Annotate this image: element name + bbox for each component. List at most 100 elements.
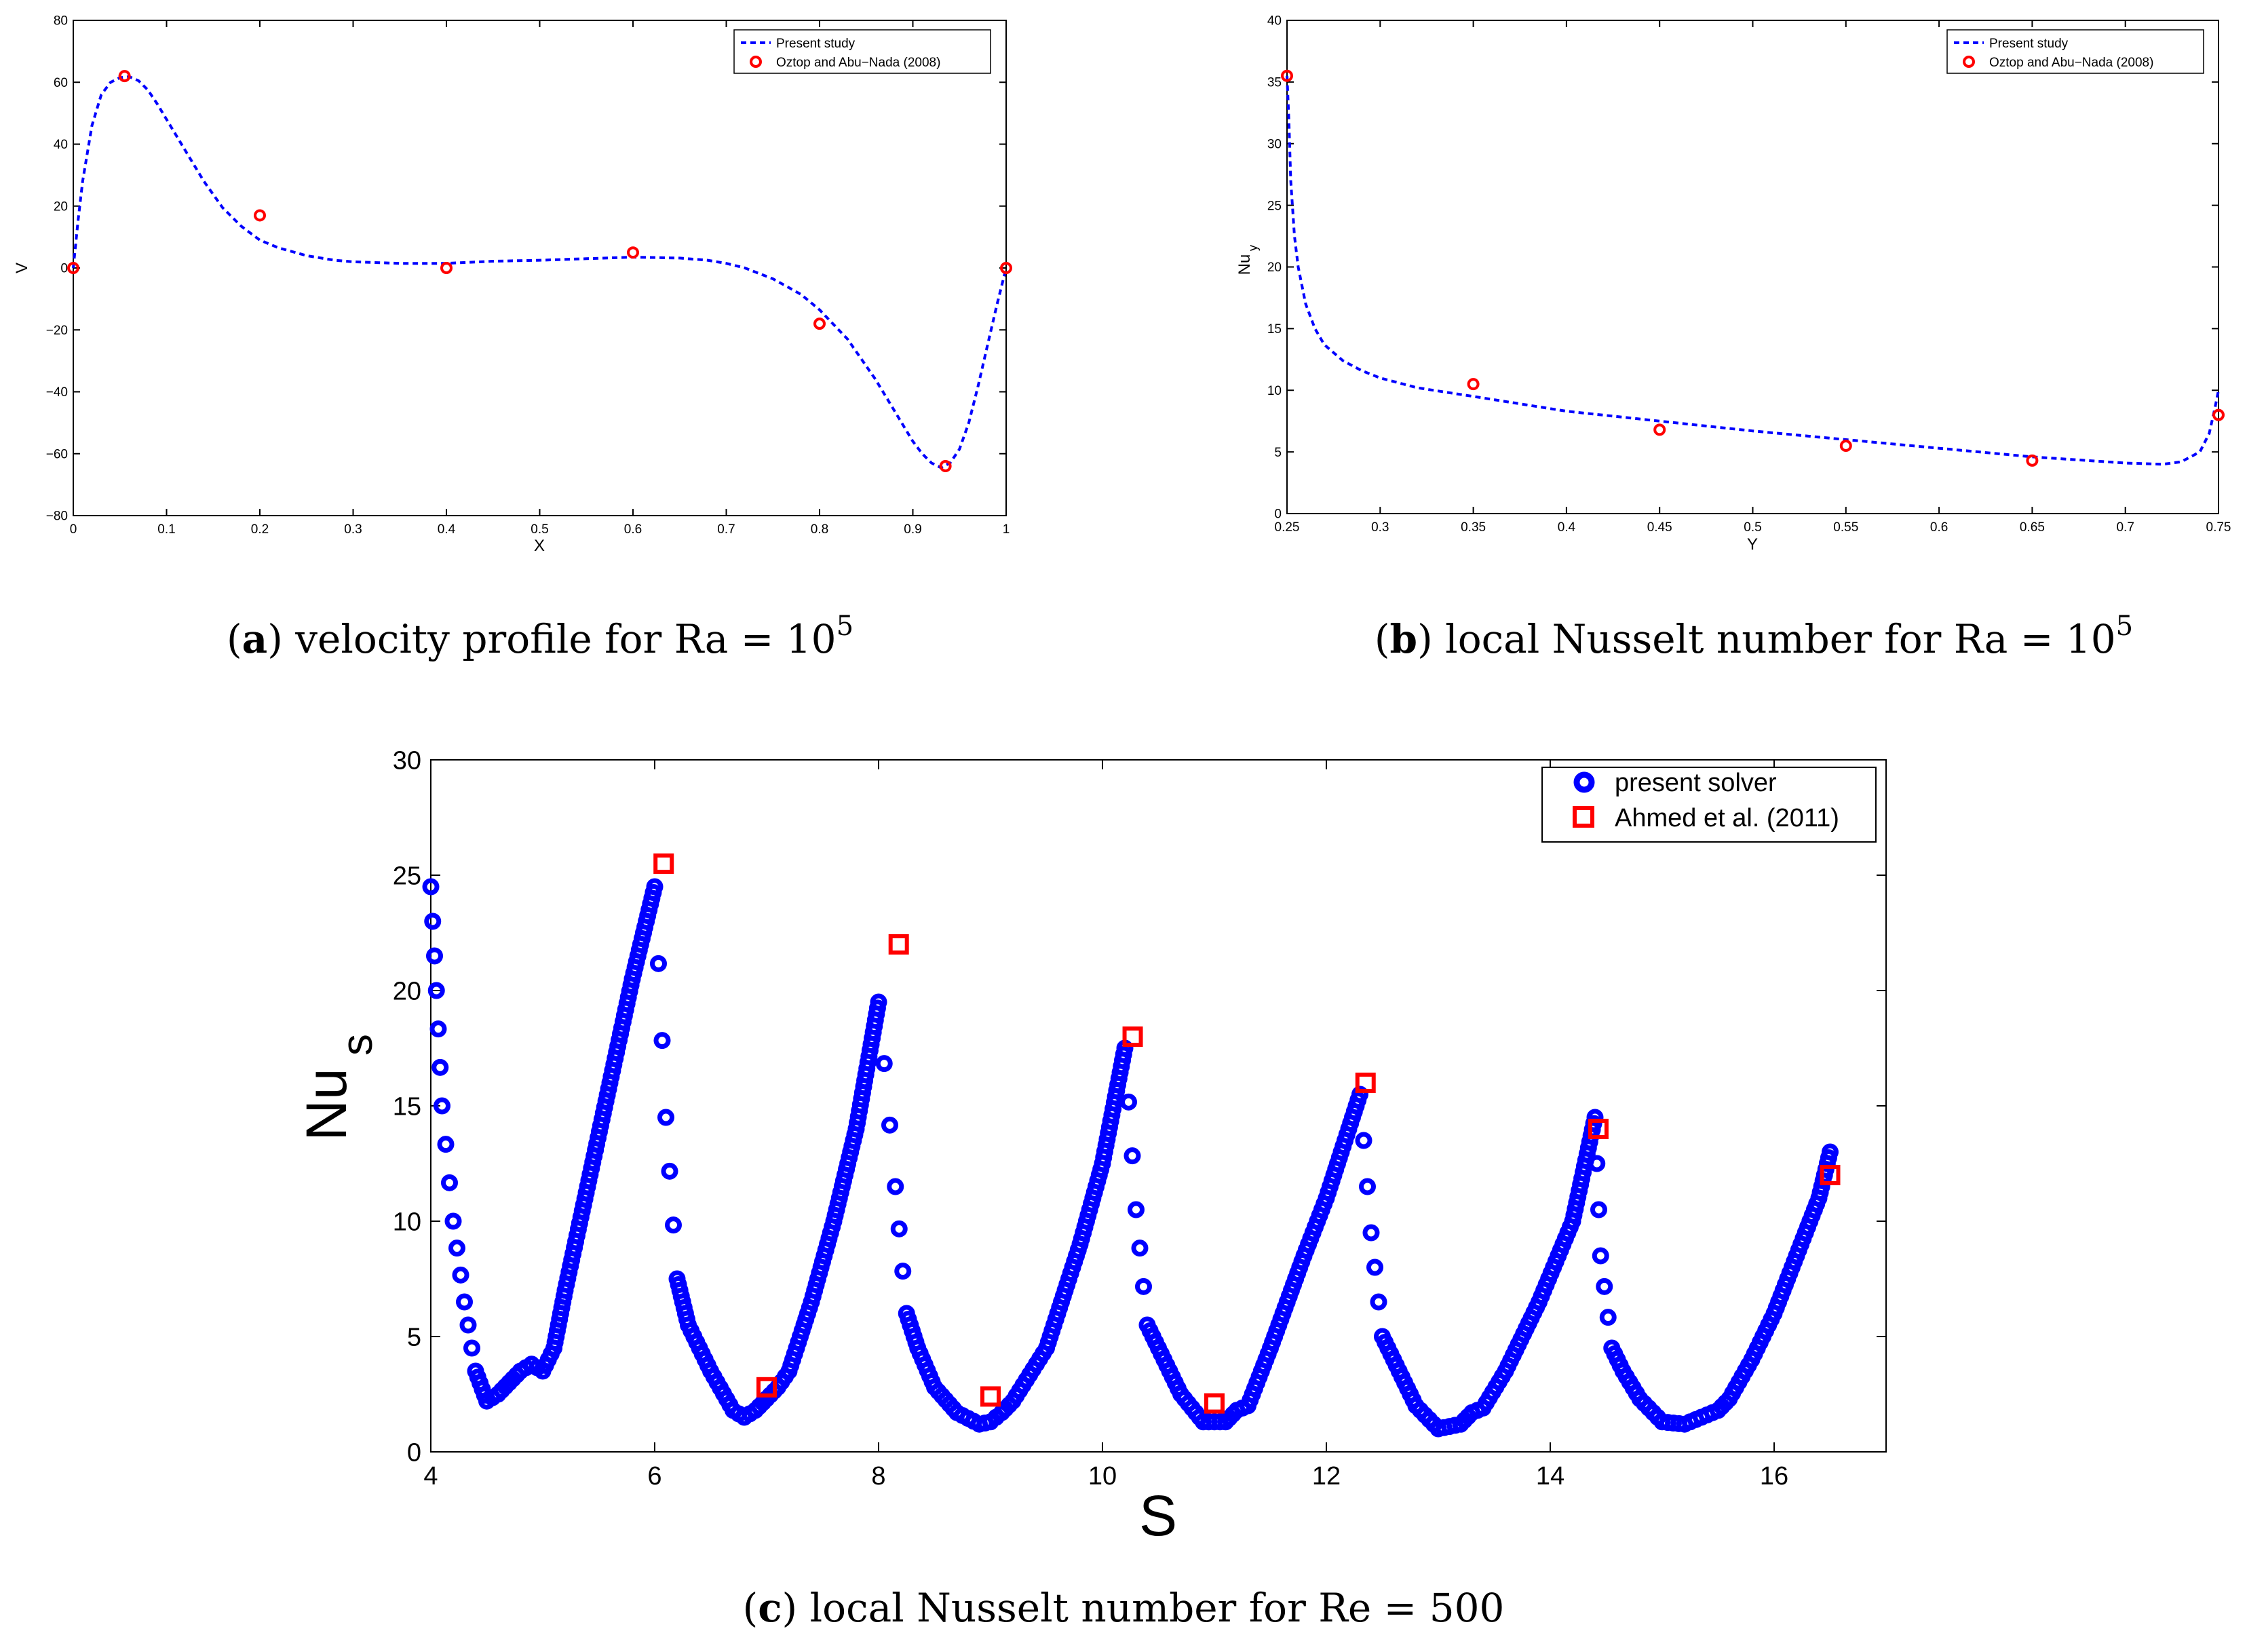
panel-c-ref-point-6	[1355, 1073, 1376, 1093]
caption-a: (a) velocity profile for Ra = 105	[227, 611, 853, 662]
panel-b-legend: Present study Oztop and Abu−Nada (2008)	[1946, 29, 2204, 74]
panel-b-ref-point-2	[1653, 423, 1666, 436]
panel-c-legend-box	[1541, 767, 1877, 843]
panel-c-ref-point-1	[756, 1377, 777, 1398]
panel-c-ytick-label-6: 30	[393, 746, 421, 775]
panel-c-legend-label-1: Ahmed et al. (2011)	[1615, 804, 1839, 832]
panel-a-ref-point-2	[254, 209, 266, 222]
panel-a-xtick-label-4: 0.4	[438, 522, 456, 537]
panel-b-plot-area	[1286, 20, 2219, 514]
panel-c-solver-point-3	[444, 1212, 462, 1230]
panel-a-xtick-label-7: 0.7	[717, 522, 735, 537]
panel-c-xlabel: S	[1139, 1484, 1177, 1548]
panel-c-ref-point-2	[888, 934, 909, 955]
panel-c-solver-point-57	[1362, 1224, 1380, 1242]
panel-a-ref-point-3	[440, 262, 453, 274]
panel-c-ref-point-4	[1122, 1026, 1143, 1047]
panel-c-ytick-label-4: 20	[393, 977, 421, 1005]
panel-b-xtick-label-6: 0.55	[1833, 520, 1858, 535]
panel-c-xtick-label-3: 10	[1088, 1462, 1117, 1491]
panel-a-xtick-label-3: 0.3	[344, 522, 362, 537]
panel-b-xtick-label-3: 0.4	[1558, 520, 1576, 535]
panel-c-ytick-label-3: 15	[393, 1092, 421, 1121]
panel-c-solver-point-interp	[1590, 1201, 1607, 1218]
panel-b-legend-label-1: Oztop and Abu−Nada (2008)	[1989, 56, 2153, 70]
panel-b-ylabel-group: Nu y	[1235, 245, 1260, 275]
panel-a-legend-box	[733, 29, 991, 74]
panel-c-solver-point-interp	[665, 1216, 682, 1234]
panel-a-ytick-label-0: −80	[46, 510, 68, 524]
panel-a-ytick-label-4: 0	[60, 262, 68, 276]
panel-a-xtick-label-9: 0.9	[904, 522, 921, 537]
panel-a-xtick-label-6: 0.6	[624, 522, 642, 537]
panel-c-legend-marker-0	[1573, 771, 1595, 793]
panel-c-solver-point-interp	[424, 913, 442, 930]
panel-c-solver-point-interp	[463, 1339, 480, 1357]
panel-c-solver-point-56	[1351, 1086, 1368, 1103]
panel-b-xlabel: Y	[1747, 535, 1758, 554]
panel-b-ref-point-4	[2026, 454, 2039, 467]
panel-b: 0.25 0.3 0.35 0.4 0.45 0.5 0.55 0.6 0.65 0.7 0.75 0…	[1235, 14, 2231, 554]
caption-c-open: (	[743, 1585, 758, 1631]
panel-c-solver-point-interp	[1588, 1155, 1606, 1172]
panel-a-ytick-label-5: 20	[54, 199, 68, 214]
panel-c-solver-point-32	[887, 1178, 904, 1195]
panel-c-solver-point-82	[1822, 1143, 1839, 1161]
panel-a-ytick-label-7: 60	[54, 76, 68, 90]
caption-a-letter: a	[242, 616, 268, 662]
panel-a-ytick-label-6: 40	[54, 138, 68, 152]
panel-a-ytick-label-1: −60	[46, 447, 68, 461]
panel-c-solver-point-4	[456, 1293, 473, 1311]
panel-b-ytick-label-3: 15	[1267, 322, 1282, 337]
panel-a-xtick-label-8: 0.8	[811, 522, 828, 537]
panel-c-solver-point-interp	[1370, 1293, 1387, 1311]
caption-b-open: (	[1375, 616, 1390, 662]
panel-b-xtick-label-10: 0.75	[2206, 520, 2231, 535]
panel-a-xtick-label-2: 0.2	[251, 522, 269, 537]
panel-c-ticks: 4 6 8 10 12 14 16 0 5 10 15 20 25 30	[393, 746, 1886, 1491]
panel-b-ytick-label-1: 5	[1274, 446, 1282, 460]
panel-a-xtick-label-10: 1	[1003, 522, 1010, 537]
panel-a-legend-label-1: Oztop and Abu−Nada (2008)	[776, 56, 940, 70]
panel-a-ref-point-6	[939, 460, 952, 472]
caption-b-exponent: 5	[2116, 611, 2133, 642]
panel-c-solver-point-interp	[894, 1263, 912, 1280]
panel-c-ytick-label-5: 25	[393, 862, 421, 890]
panel-c-solver-point-interp	[1355, 1132, 1372, 1149]
panel-a-xtick-label-5: 0.5	[531, 522, 548, 537]
panel-a-ticks: 0 0.1 0.2 0.3 0.4 0.5 0.6 0.7 0.8 0.9 1 −80 −60 −40 −2…	[46, 14, 1010, 537]
panel-b-ref-point-5	[2212, 408, 2225, 421]
panel-c-solver-point-18	[657, 1109, 674, 1126]
panel-c-ref-point-5	[1204, 1393, 1225, 1414]
panel-a-legend-marker-sample	[750, 56, 762, 68]
panel-a-legend: Present study Oztop and Abu−Nada (2008)	[733, 29, 991, 74]
panel-c-xtick-label-1: 6	[647, 1462, 661, 1491]
panel-a-xtick-label-1: 0.1	[157, 522, 175, 537]
panel-b-ylabel-subscript: y	[1246, 245, 1260, 251]
panel-b-xtick-label-7: 0.6	[1930, 520, 1948, 535]
panel-b-legend-box	[1946, 29, 2204, 74]
panel-a-ref-point-7	[1000, 262, 1012, 274]
caption-b: (b) local Nusselt number for Ra = 105	[1375, 611, 2133, 662]
panel-c-ylabel-group: Nu s	[294, 1034, 381, 1141]
panel-c-solver-point-interp	[1135, 1278, 1152, 1295]
panel-b-ref-point-0	[1281, 69, 1293, 82]
panel-b-series	[1281, 69, 2225, 467]
panel-b-xtick-label-5: 0.5	[1744, 520, 1761, 535]
panel-c-solver-point-45	[1128, 1201, 1145, 1218]
panel-c-solver-point-2	[434, 1097, 450, 1115]
caption-a-text: ) velocity profile for Ra = 10	[267, 616, 836, 662]
panel-a-ytick-label-8: 80	[54, 14, 68, 28]
panel-c-ref-point-7	[1588, 1119, 1609, 1139]
panel-b-ticks: 0.25 0.3 0.35 0.4 0.45 0.5 0.55 0.6 0.65 0.7 0.75 0…	[1267, 14, 2231, 535]
panel-c-solver-point-interp	[875, 1055, 893, 1073]
panel-c-solver-point-interp	[1366, 1259, 1383, 1276]
panel-a: 0 0.1 0.2 0.3 0.4 0.5 0.6 0.7 0.8 0.9 1 −80 −60 −40 −2…	[13, 14, 1012, 555]
panel-c-solver-point-interp	[448, 1240, 465, 1257]
panel-c-solver-point-interp	[452, 1266, 469, 1284]
caption-b-letter: b	[1390, 616, 1418, 662]
panel-c-legend-label-0: present solver	[1615, 769, 1777, 797]
panel-c-solver-point-interp	[881, 1116, 898, 1134]
panel-c-xtick-label-6: 16	[1760, 1462, 1788, 1491]
panel-c-solver-point-interp	[1596, 1278, 1613, 1295]
